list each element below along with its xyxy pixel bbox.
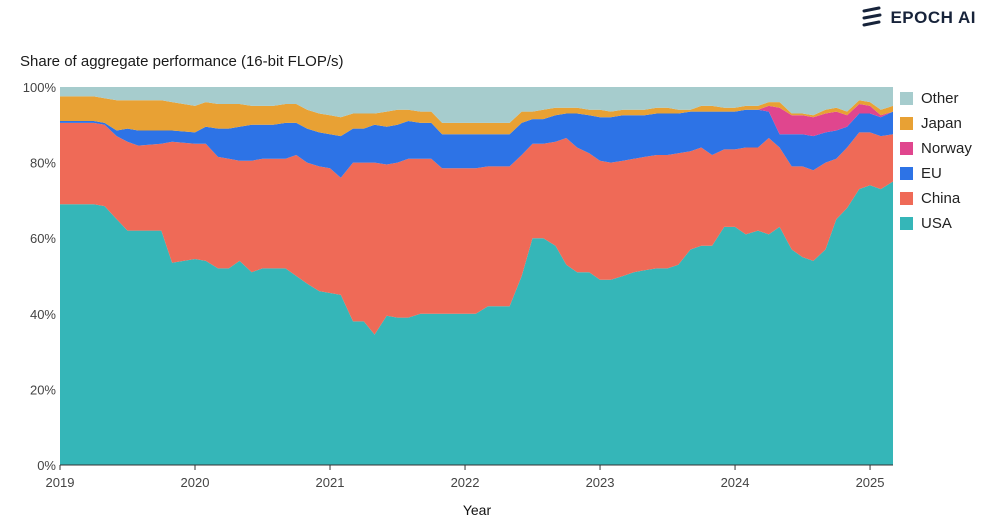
legend-item-norway[interactable]: Norway xyxy=(900,136,972,161)
area-japan xyxy=(60,96,893,137)
x-tick-label: 2022 xyxy=(451,475,480,490)
x-tick-label: 2023 xyxy=(586,475,615,490)
x-tick-label: 2019 xyxy=(46,475,75,490)
x-axis-title: Year xyxy=(463,502,492,518)
y-tick-label: 40% xyxy=(30,307,56,322)
legend-swatch xyxy=(900,142,913,155)
legend-swatch xyxy=(900,117,913,130)
legend-item-eu[interactable]: EU xyxy=(900,161,972,186)
epoch-logo-icon xyxy=(862,6,882,27)
legend-label: EU xyxy=(921,165,942,182)
legend-item-other[interactable]: Other xyxy=(900,86,972,111)
y-axis: 0% 20% 40% 60% 80% 100% xyxy=(23,80,57,473)
legend-item-japan[interactable]: Japan xyxy=(900,111,972,136)
area-eu xyxy=(60,109,893,178)
y-tick-label: 100% xyxy=(23,80,57,95)
x-tick-label: 2024 xyxy=(721,475,750,490)
area-other xyxy=(60,87,893,123)
legend-swatch xyxy=(900,167,913,180)
x-tick-label: 2025 xyxy=(856,475,885,490)
series-areas xyxy=(60,87,893,465)
chart-title: Share of aggregate performance (16-bit F… xyxy=(20,53,344,70)
brand-logo: EPOCH AI xyxy=(860,6,976,30)
x-tick-label: 2020 xyxy=(181,475,210,490)
area-usa xyxy=(60,181,893,465)
area-norway xyxy=(60,104,893,137)
legend-label: USA xyxy=(921,215,952,232)
legend-swatch xyxy=(900,92,913,105)
y-tick-label: 60% xyxy=(30,231,56,246)
y-tick-label: 0% xyxy=(37,458,56,473)
legend: Other Japan Norway EU China USA xyxy=(900,86,972,236)
area-china xyxy=(60,122,893,335)
legend-swatch xyxy=(900,217,913,230)
legend-label: Other xyxy=(921,90,959,107)
y-tick-label: 20% xyxy=(30,382,56,397)
legend-label: China xyxy=(921,190,961,207)
legend-label: Norway xyxy=(921,140,972,157)
legend-label: Japan xyxy=(921,115,962,132)
x-tick-label: 2021 xyxy=(316,475,345,490)
x-axis: 2019 2020 2021 2022 2023 2024 2025 xyxy=(46,464,893,490)
legend-item-usa[interactable]: USA xyxy=(900,211,972,236)
legend-swatch xyxy=(900,192,913,205)
brand-name: EPOCH AI xyxy=(890,8,976,27)
legend-item-china[interactable]: China xyxy=(900,186,972,211)
y-tick-label: 80% xyxy=(30,156,56,171)
